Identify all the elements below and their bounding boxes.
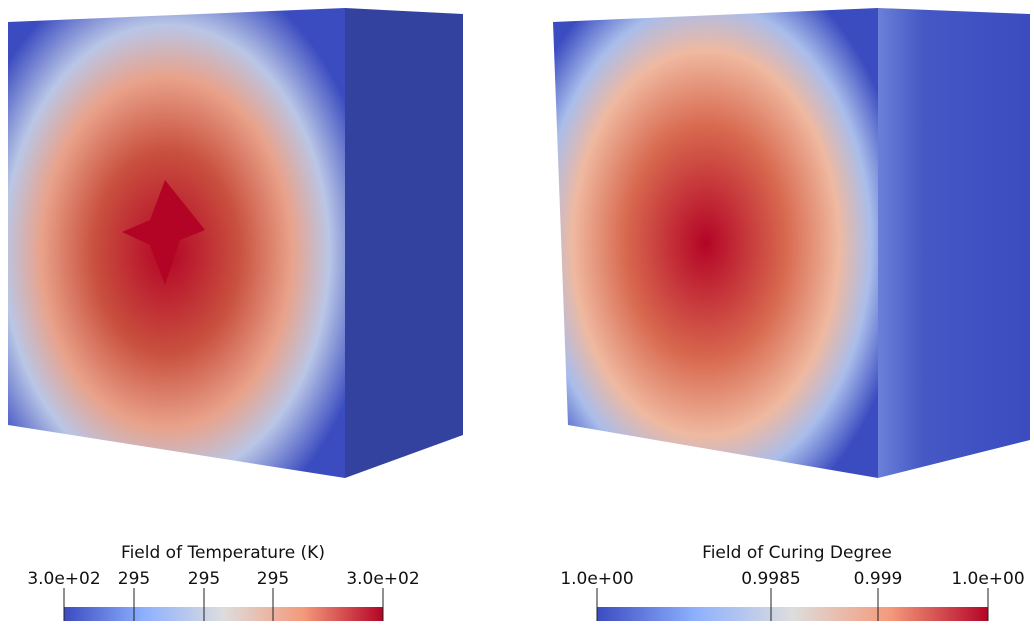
tick-label: 1.0e+00 — [560, 569, 633, 589]
colorbar — [597, 607, 988, 621]
tick-label: 295 — [257, 569, 289, 589]
tick-label: 1.0e+00 — [951, 569, 1024, 589]
tick-label: 0.9985 — [741, 569, 800, 589]
tick-label: 3.0e+02 — [27, 569, 100, 589]
tick-label: 0.999 — [854, 569, 903, 589]
colorbar — [64, 607, 383, 621]
cube-side — [878, 8, 1030, 478]
colorbar-title: Field of Temperature (K) — [121, 543, 325, 563]
colorbar-ticks: 3.0e+02 295 295 295 3.0e+02 — [27, 569, 420, 621]
tick-label: 295 — [188, 569, 220, 589]
hot-core — [122, 180, 205, 285]
tick-label: 3.0e+02 — [346, 569, 419, 589]
cube-side — [345, 8, 463, 478]
tick-label: 295 — [118, 569, 150, 589]
cube-face — [553, 8, 878, 478]
colorbar-title: Field of Curing Degree — [702, 543, 892, 563]
colorbar-ticks: 1.0e+00 0.9985 0.999 1.0e+00 — [560, 569, 1025, 621]
